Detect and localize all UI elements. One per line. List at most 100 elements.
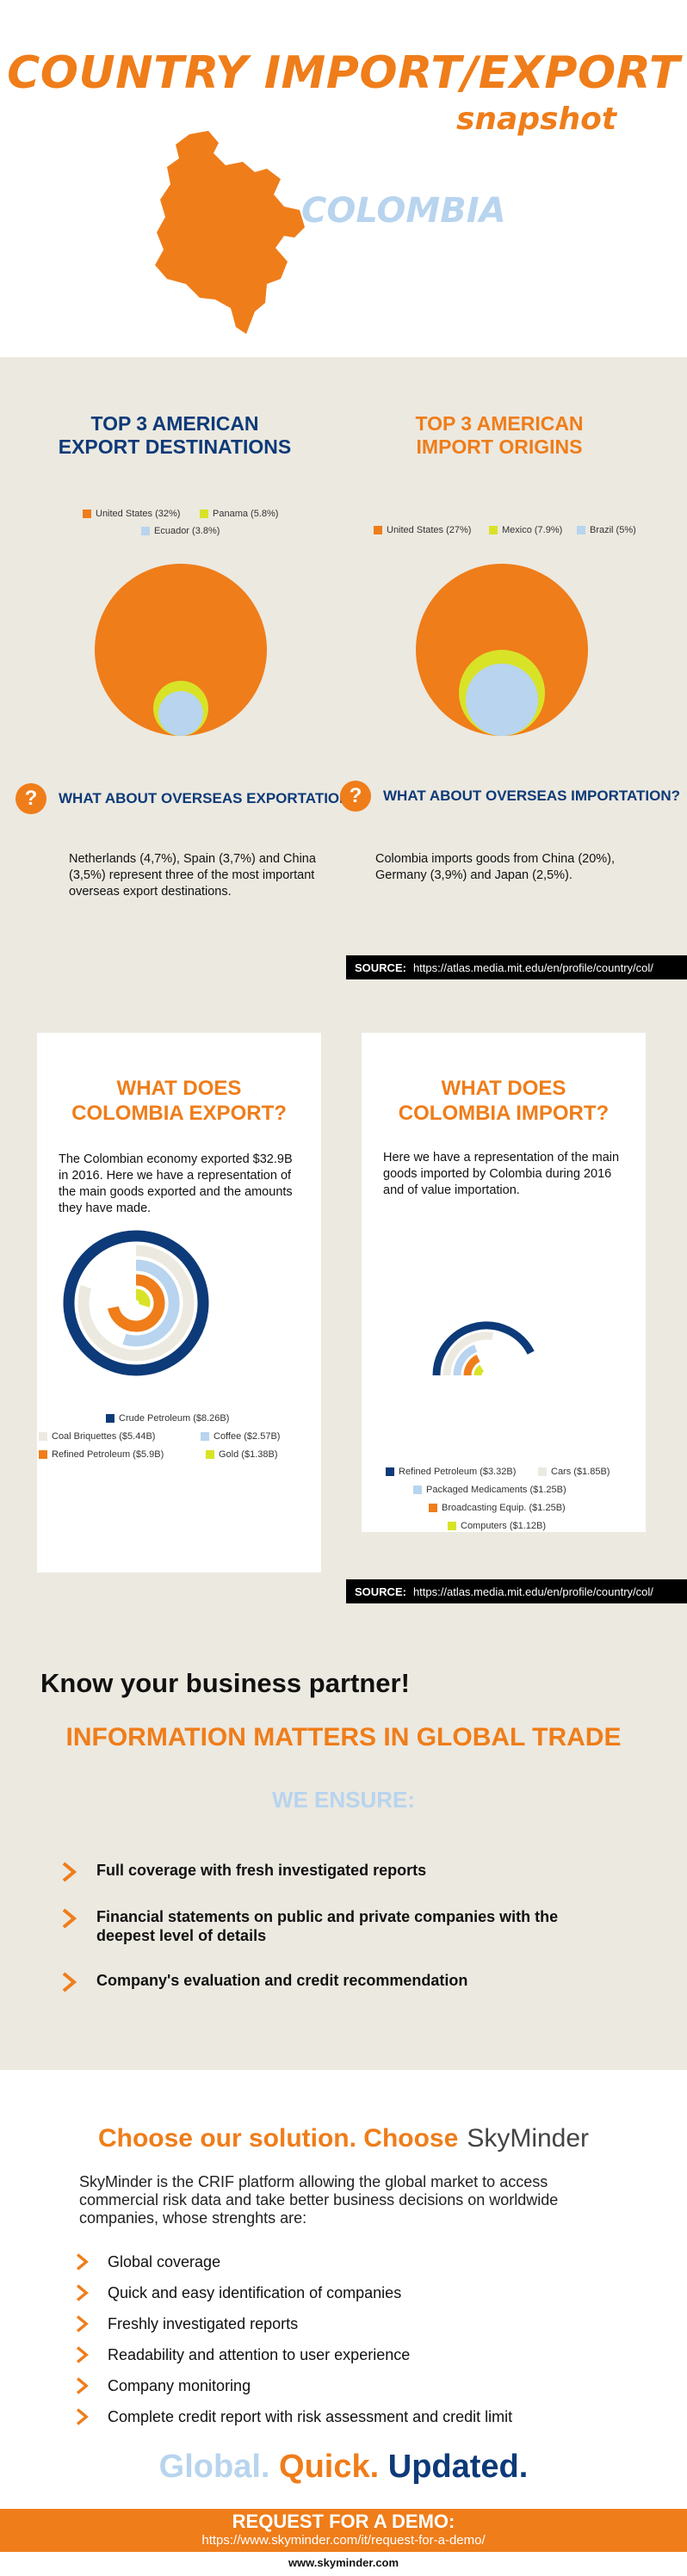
strength-item: Readability and attention to user experi… — [73, 2339, 659, 2370]
demo-banner[interactable]: REQUEST FOR A DEMO: https://www.skyminde… — [0, 2509, 687, 2552]
legend-item: United States (32%) — [83, 509, 180, 519]
legend-swatch — [538, 1467, 547, 1476]
legend-item: Refined Petroleum ($5.9B) — [39, 1449, 164, 1460]
strength-item: Complete credit report with risk assessm… — [73, 2401, 659, 2432]
legend-swatch — [39, 1450, 47, 1459]
ring-4 — [473, 1364, 485, 1376]
ensure-item: Company's evaluation and credit recommen… — [59, 1971, 610, 1993]
question-icon: ? — [340, 781, 371, 812]
american-partners-section: TOP 3 AMERICAN EXPORT DESTINATIONS Unite… — [0, 357, 687, 1007]
chevron-right-icon — [76, 2377, 89, 2394]
ring-2 — [453, 1344, 478, 1376]
chevron-right-icon — [62, 1862, 77, 1882]
strength-item: Company monitoring — [73, 2370, 659, 2401]
import-radial-chart — [432, 1321, 535, 1376]
solution-paragraph: SkyMinder is the CRIF platform allowing … — [79, 2173, 559, 2227]
brazil-circle — [466, 664, 538, 736]
overseas-export-note: Netherlands (4,7%), Spain (3,7%) and Chi… — [69, 852, 316, 899]
legend-swatch — [429, 1504, 437, 1512]
chevron-right-icon — [76, 2346, 89, 2363]
legend-swatch — [489, 526, 498, 534]
strength-item: Freshly investigated reports — [73, 2308, 659, 2339]
legend-swatch — [577, 526, 585, 534]
legend-swatch — [106, 1414, 114, 1423]
legend-item: United States (27%) — [374, 525, 471, 535]
legend-swatch — [141, 527, 150, 535]
goods-section: WHAT DOES COLOMBIA EXPORT? The Colombian… — [0, 1007, 687, 2070]
import-origins-title: TOP 3 AMERICAN IMPORT ORIGINS — [415, 412, 584, 458]
import-card-text: Here we have a representation of the mai… — [383, 1151, 620, 1197]
import-origins-chart — [416, 564, 588, 736]
page-subtitle: snapshot — [456, 102, 617, 137]
ring-3 — [108, 1274, 165, 1332]
legend-item: Packaged Medicaments ($1.25B) — [413, 1485, 566, 1495]
chevron-right-icon — [76, 2315, 89, 2332]
colombia-map-icon — [155, 131, 305, 334]
overseas-import-question: ? WHAT ABOUT OVERSEAS IMPORTATION? — [340, 781, 680, 812]
legend-item: Panama (5.8%) — [200, 509, 278, 519]
ecuador-circle — [158, 691, 203, 736]
export-destinations-title: TOP 3 AMERICAN EXPORT DESTINATIONS — [58, 412, 292, 458]
ring-0 — [63, 1230, 209, 1376]
page-title: COUNTRY IMPORT/EXPORT — [7, 47, 680, 99]
legend-swatch — [448, 1522, 456, 1530]
ring-0 — [432, 1321, 535, 1376]
overseas-import-note: Colombia imports goods from China (20%),… — [375, 852, 616, 882]
tagline: Global. Quick. Updated. — [158, 2449, 529, 2485]
skyminder-logo: SkyMinder — [467, 2124, 590, 2153]
source-url[interactable]: https://atlas.media.mit.edu/en/profile/c… — [412, 961, 653, 974]
legend-swatch — [200, 510, 208, 518]
strength-item: Quick and easy identification of compani… — [73, 2277, 659, 2308]
partner-subheading: INFORMATION MATTERS IN GLOBAL TRADE — [65, 1723, 622, 1751]
legend-swatch — [201, 1432, 209, 1441]
ring-2 — [122, 1259, 180, 1347]
strength-item: Global coverage — [73, 2246, 659, 2277]
legend-item: Ecuador (3.8%) — [141, 526, 220, 536]
ensure-item: Financial statements on public and priva… — [59, 1907, 610, 1945]
legend-swatch — [374, 526, 382, 534]
footer-link[interactable]: www.skyminder.com — [288, 2556, 399, 2569]
legend-swatch — [413, 1486, 422, 1494]
legend-item: Crude Petroleum ($8.26B) — [106, 1413, 229, 1424]
export-card: WHAT DOES COLOMBIA EXPORT? The Colombian… — [37, 1033, 321, 1572]
import-card: WHAT DOES COLOMBIA IMPORT? Here we have … — [362, 1033, 646, 1532]
chevron-right-icon — [62, 1908, 77, 1929]
chevron-right-icon — [76, 2253, 89, 2270]
export-card-text: The Colombian economy exported $32.9B in… — [59, 1152, 293, 1215]
source-bar: SOURCE: https://atlas.media.mit.edu/en/pr… — [346, 955, 687, 979]
legend-item: Mexico (7.9%) — [489, 525, 562, 535]
import-card-title: WHAT DOES COLOMBIA IMPORT? — [398, 1077, 610, 1125]
chevron-right-icon — [76, 2284, 89, 2301]
ring-1 — [443, 1331, 493, 1376]
chevron-right-icon — [62, 1972, 77, 1992]
legend-item: Coal Briquettes ($5.44B) — [39, 1431, 155, 1442]
legend-swatch — [206, 1450, 214, 1459]
legend-item: Coffee ($2.57B) — [201, 1431, 280, 1442]
source-url[interactable]: https://atlas.media.mit.edu/en/profile/c… — [412, 1585, 653, 1598]
legend-item: Broadcasting Equip. ($1.25B) — [429, 1503, 566, 1513]
export-card-title: WHAT DOES COLOMBIA EXPORT? — [71, 1077, 287, 1125]
united-states-circle — [95, 564, 267, 736]
we-ensure-heading: WE ENSURE: — [271, 1787, 416, 1813]
source-bar: SOURCE: https://atlas.media.mit.edu/en/pr… — [346, 1579, 687, 1603]
legend-swatch — [386, 1467, 394, 1476]
legend-item: Gold ($1.38B) — [206, 1449, 277, 1460]
solution-heading: Choose our solution. Choose SkyMinder — [97, 2124, 590, 2153]
chevron-right-icon — [76, 2408, 89, 2425]
legend-item: Computers ($1.12B) — [448, 1521, 546, 1531]
ring-4 — [135, 1288, 151, 1308]
partner-heading: Know your business partner! — [40, 1668, 410, 1698]
ring-1 — [77, 1245, 195, 1362]
question-icon: ? — [15, 783, 46, 814]
legend-item: Refined Petroleum ($3.32B) — [386, 1467, 516, 1477]
export-radial-chart — [63, 1230, 209, 1376]
legend-swatch — [83, 510, 91, 518]
legend-swatch — [39, 1432, 47, 1441]
demo-link[interactable]: https://www.skyminder.com/it/request-for… — [201, 2533, 486, 2548]
strengths-list: Global coverage Quick and easy identific… — [73, 2246, 659, 2432]
ensure-item: Full coverage with fresh investigated re… — [59, 1861, 610, 1883]
export-destinations-chart — [95, 564, 267, 736]
overseas-export-question: ? WHAT ABOUT OVERSEAS EXPORTATION? — [15, 783, 359, 814]
demo-title: REQUEST FOR A DEMO: — [232, 2511, 455, 2532]
legend-item: Brazil (5%) — [577, 525, 636, 535]
